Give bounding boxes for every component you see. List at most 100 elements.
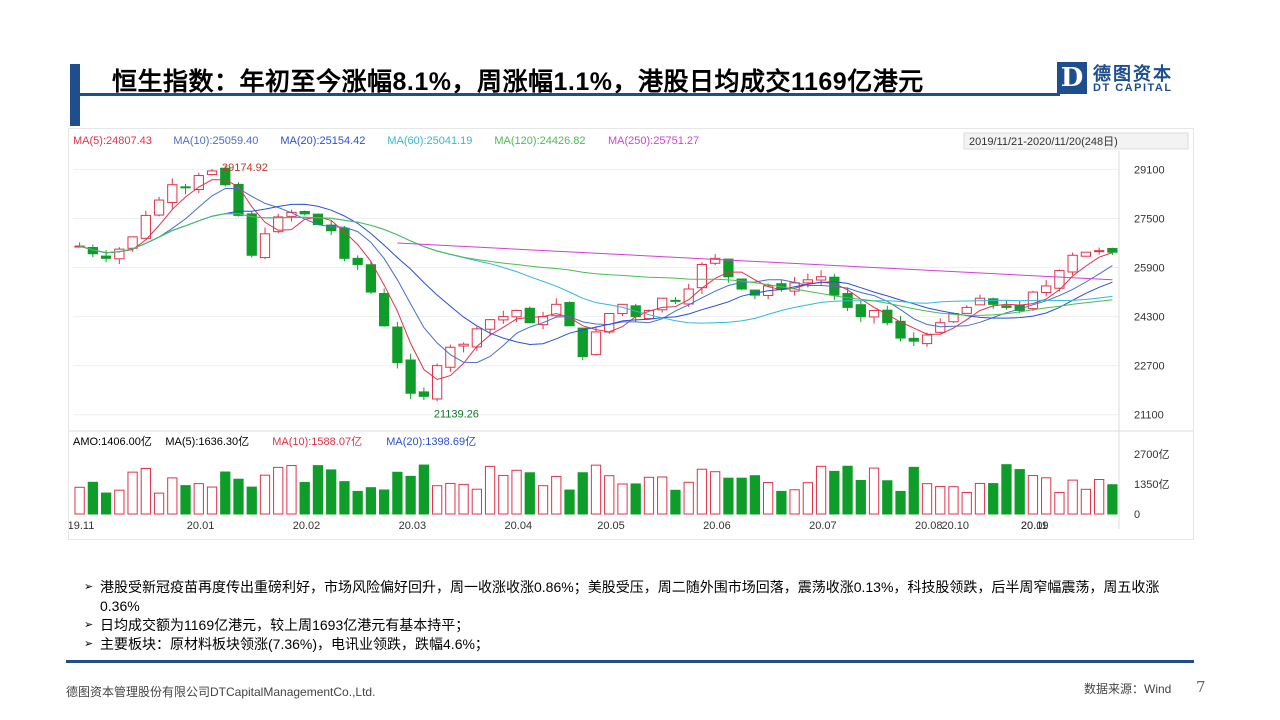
candle-body xyxy=(670,299,681,302)
volume-bar xyxy=(604,475,615,515)
x-tick-label: 20.05 xyxy=(597,520,625,532)
volume-bar xyxy=(365,487,377,515)
volume-bar xyxy=(445,482,456,515)
bullet-item: ➢ 港股受新冠疫苗再度传出重磅利好，市场风险偏好回升，周一收涨收涨0.86%；美股… xyxy=(84,578,1184,616)
candle-body xyxy=(657,297,668,311)
volume-bar xyxy=(1001,464,1012,515)
candle-body xyxy=(206,170,218,176)
candle-body xyxy=(524,307,535,324)
volume-bar xyxy=(551,475,562,515)
volume-bar xyxy=(114,489,125,515)
volume-bar xyxy=(630,483,641,515)
ma-legend-label: MA(20):25154.42 xyxy=(280,135,365,147)
candle-body xyxy=(392,326,403,364)
volume-bar xyxy=(723,477,734,515)
candle-body xyxy=(1041,285,1052,294)
candle-body xyxy=(458,343,469,347)
volume-bar xyxy=(670,489,681,515)
bullet-text: 主要板块：原材料板块领涨(7.36%)，电讯业领跌，跌幅4.6%； xyxy=(100,636,489,652)
volume-bar xyxy=(776,490,787,515)
volume-bar xyxy=(1014,469,1025,515)
high-price-label: 29174.92 xyxy=(222,162,268,174)
arrow-bullet-icon: ➢ xyxy=(84,638,94,650)
volume-bar xyxy=(762,481,774,515)
volume-bar xyxy=(418,464,430,515)
volume-bar xyxy=(935,486,946,515)
company-logo: D 德图资本 DT CAPITAL xyxy=(1057,62,1187,98)
candle-body xyxy=(710,257,721,264)
volume-bar xyxy=(564,489,575,515)
footer-source: 数据来源：Wind xyxy=(1084,682,1172,696)
ma250-line xyxy=(397,242,1113,281)
volume-bar xyxy=(484,465,496,515)
ma-legend-label: MA(10):25059.40 xyxy=(173,135,258,147)
candle-body xyxy=(1107,247,1118,253)
candle-body xyxy=(736,278,747,290)
candle-body xyxy=(153,199,165,216)
volume-bar xyxy=(471,488,482,515)
volume-bar xyxy=(127,471,138,515)
candle-body xyxy=(908,337,919,342)
price-tick-label: 29100 xyxy=(1134,164,1165,176)
candle-body xyxy=(484,319,496,330)
volume-bar xyxy=(710,471,721,515)
candle-body xyxy=(802,279,813,284)
bullet-text: 日均成交额为1169亿港元，较上周1693亿港元有基本持平； xyxy=(100,617,470,633)
candle-body xyxy=(1001,305,1012,308)
volume-bar xyxy=(961,491,972,515)
moving-average-line xyxy=(79,213,1113,324)
candle-body xyxy=(1054,270,1065,289)
volume-bar xyxy=(458,483,469,515)
footer-divider xyxy=(66,660,1194,663)
volume-bar xyxy=(829,470,840,515)
low-price-label: 21139.26 xyxy=(434,409,479,421)
candle-body xyxy=(339,227,350,259)
volume-bar xyxy=(193,483,204,515)
volume-bar xyxy=(1054,491,1065,515)
volume-bar xyxy=(153,492,165,515)
price-tick-label: 21100 xyxy=(1134,410,1164,422)
volume-bar xyxy=(1067,479,1078,515)
candle-body xyxy=(1094,250,1105,253)
hang-seng-candlestick-chart: MA(5):24807.43 MA(10):25059.40 MA(20):2515… xyxy=(69,132,1193,532)
volume-bar xyxy=(1080,488,1092,515)
bullet-text: 港股受新冠疫苗再度传出重磅利好，市场风险偏好回升，周一收涨收涨0.86%；美股受… xyxy=(100,579,1160,614)
candle-body xyxy=(246,213,257,256)
candle-body xyxy=(855,304,866,318)
volume-bar xyxy=(895,490,906,515)
candle-body xyxy=(233,183,244,216)
logo-english-name: DT CAPITAL xyxy=(1093,82,1173,94)
volume-bar xyxy=(1041,477,1052,515)
x-tick-label: 20.09 xyxy=(1021,520,1049,532)
candle-body xyxy=(418,391,430,397)
candle-body xyxy=(564,302,575,327)
volume-bar xyxy=(498,474,509,515)
candle-body xyxy=(365,264,377,293)
volume-bar xyxy=(537,485,549,515)
candle-body xyxy=(445,346,456,368)
page-number: 7 xyxy=(1196,678,1206,696)
volume-bar xyxy=(140,467,151,515)
candle-body xyxy=(326,224,337,232)
volume-bar xyxy=(842,465,853,515)
candle-body xyxy=(974,297,986,306)
ma-legend-label: MA(250):25751.27 xyxy=(608,135,699,147)
volume-bar xyxy=(988,483,999,515)
candle-body xyxy=(431,365,443,400)
volume-bar xyxy=(577,472,588,515)
volume-tick-label: 1350亿 xyxy=(1134,478,1169,491)
volume-bar xyxy=(352,490,363,515)
volume-bar xyxy=(736,477,747,515)
candle-body xyxy=(379,293,390,327)
volume-bar xyxy=(1027,475,1039,515)
volume-bar xyxy=(74,486,85,515)
title-accent-bar xyxy=(70,64,80,126)
x-tick-label: 20.01 xyxy=(187,520,215,532)
volume-bar xyxy=(312,465,324,515)
title-underline xyxy=(80,93,1060,96)
moving-average-line xyxy=(79,188,1113,364)
volume-bar xyxy=(259,474,271,515)
arrow-bullet-icon: ➢ xyxy=(84,581,94,593)
moving-average-line xyxy=(79,203,1113,346)
x-tick-label: 20.02 xyxy=(293,520,321,532)
